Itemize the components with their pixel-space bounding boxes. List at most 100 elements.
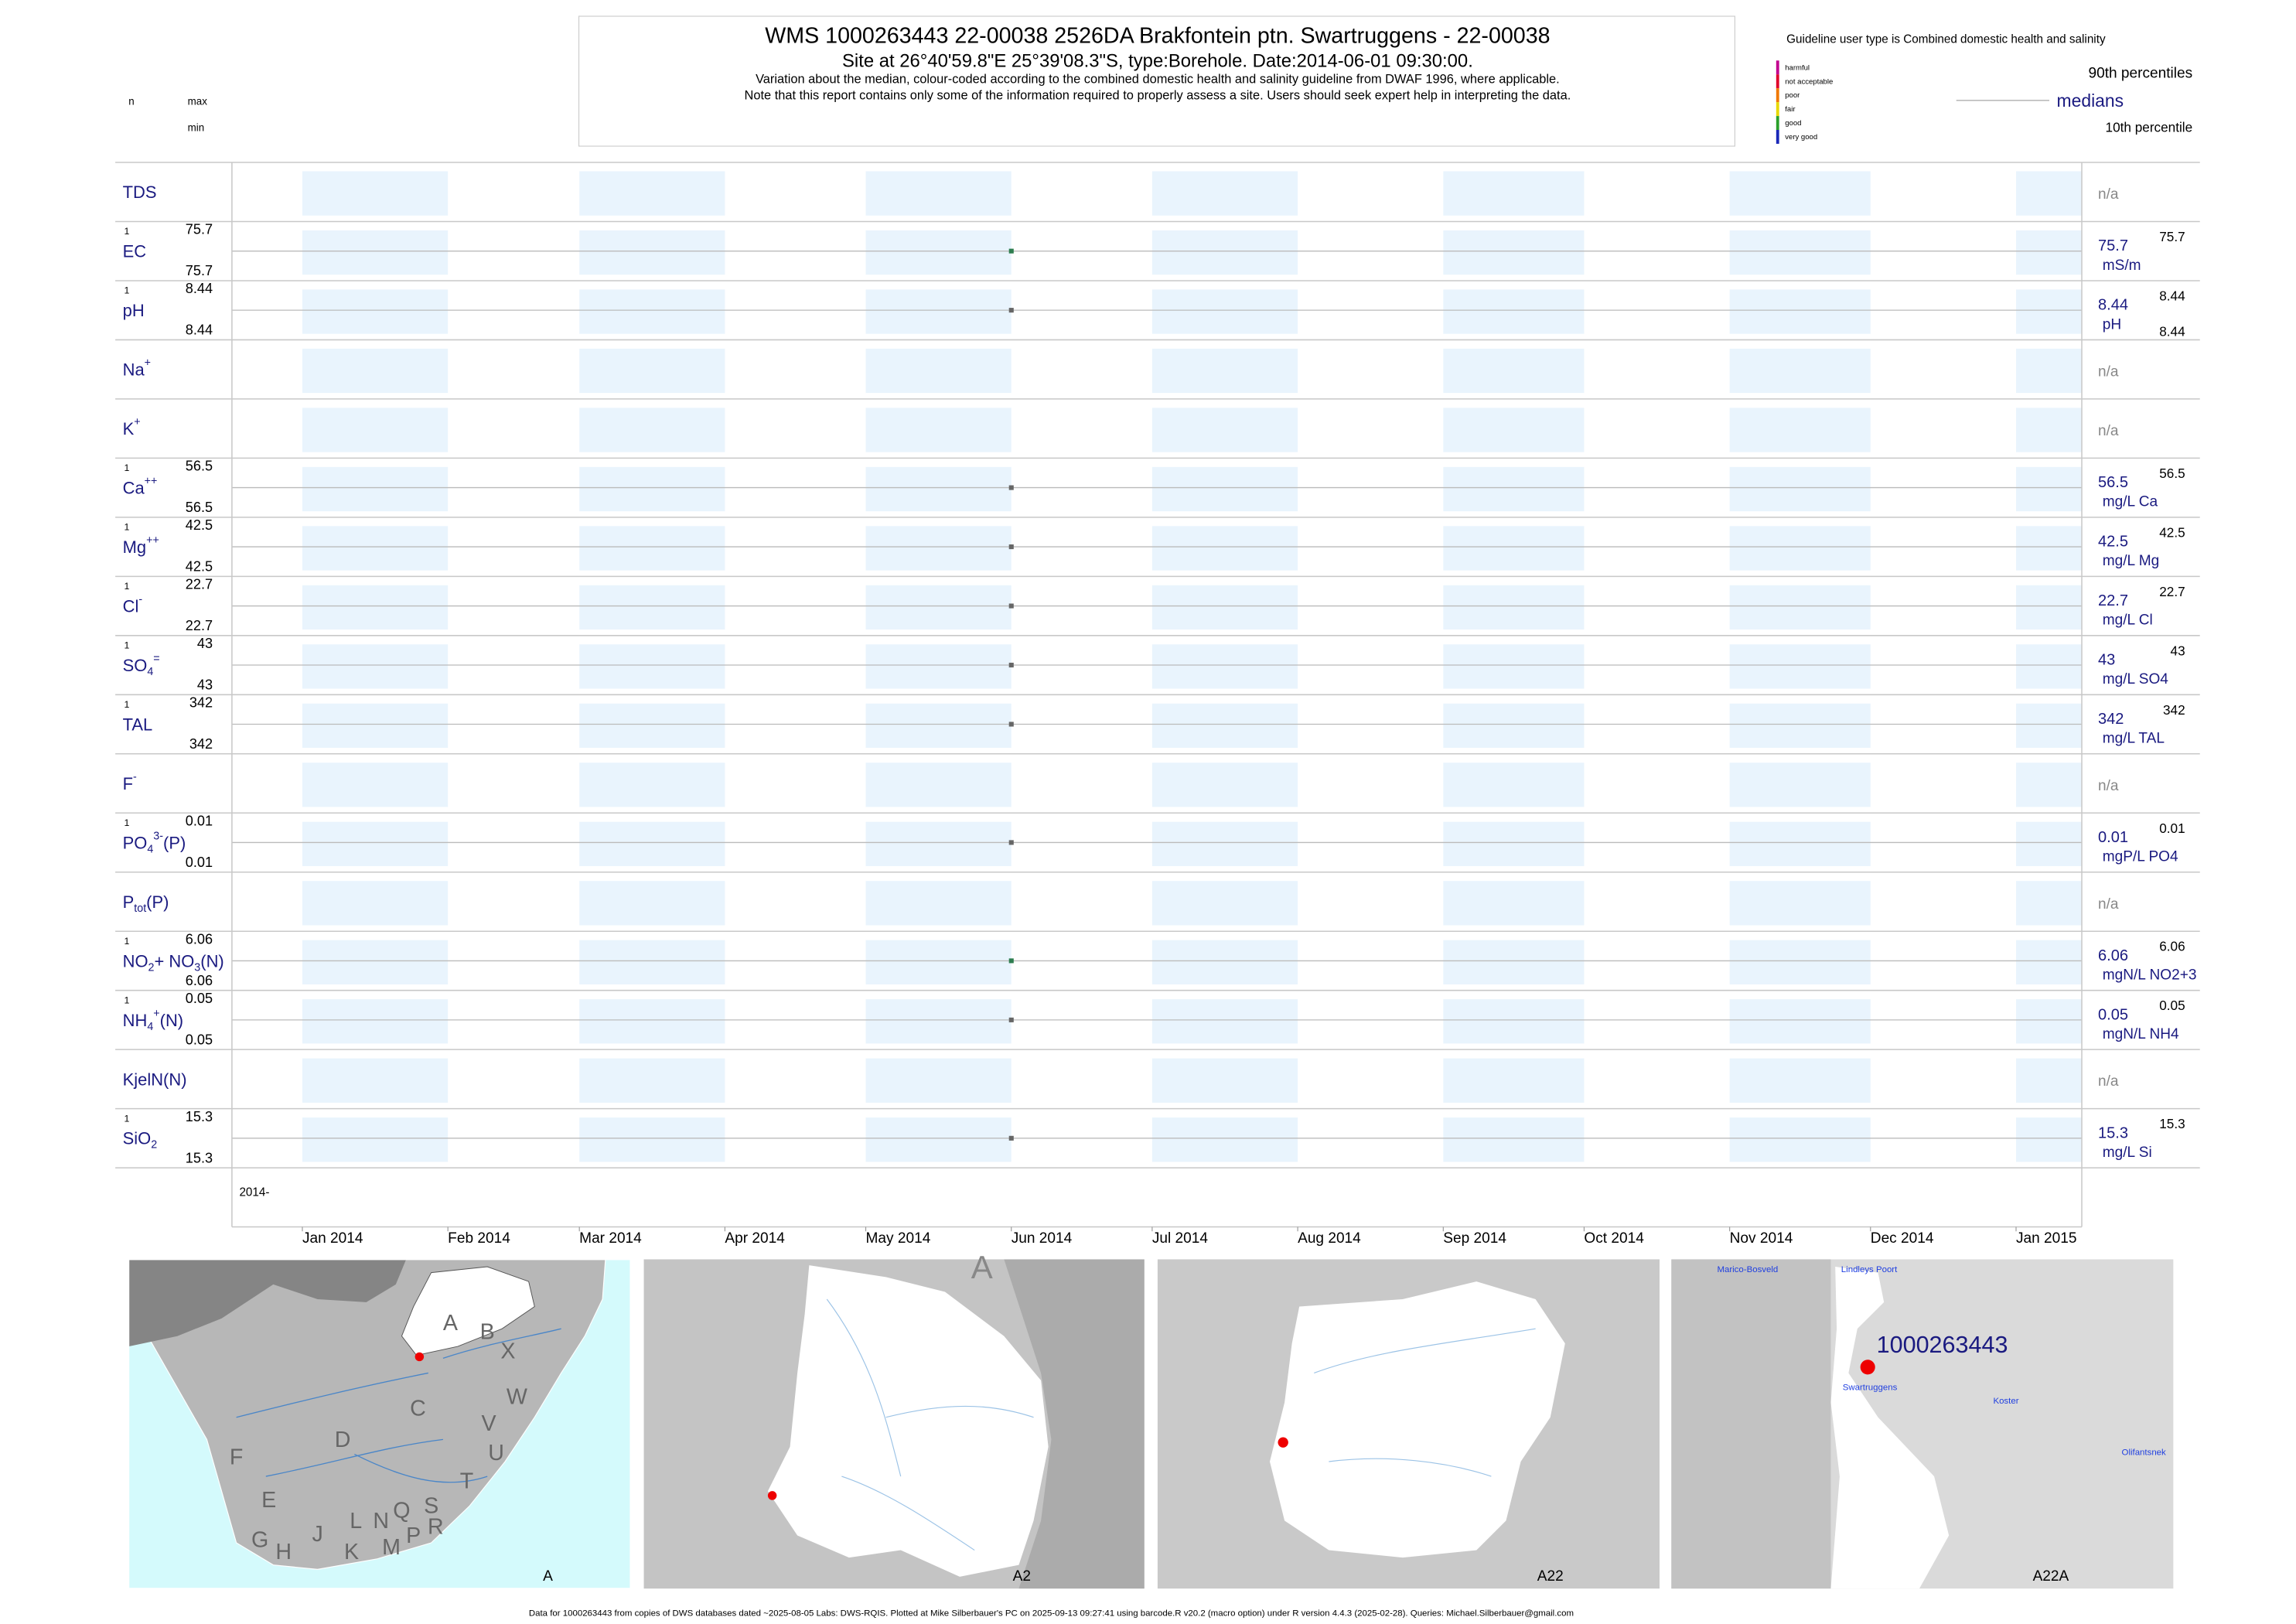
label-part: SiO xyxy=(123,1129,152,1148)
count: 1 xyxy=(125,640,130,650)
row-label: EC xyxy=(123,241,146,261)
sample-point xyxy=(1008,485,1014,490)
count: 1 xyxy=(125,285,130,296)
row-label: PO43-(P) xyxy=(123,831,186,856)
row-label: NO2+ NO3(N) xyxy=(123,951,224,974)
p90-value: 75.7 xyxy=(2159,229,2185,244)
region-letter: R xyxy=(428,1514,444,1539)
site-dot xyxy=(415,1352,425,1362)
count: 1 xyxy=(125,462,130,473)
region-letter: N xyxy=(373,1509,389,1534)
month-band xyxy=(2016,171,2082,216)
median-value: 43 xyxy=(2098,652,2115,669)
label-part: TDS xyxy=(123,183,157,202)
year-prefix: 2014- xyxy=(239,1186,269,1199)
x-tick-label: May 2014 xyxy=(866,1230,931,1247)
label-part: (P) xyxy=(146,892,169,912)
month-band xyxy=(302,1058,449,1103)
sample-point xyxy=(1008,958,1014,964)
month-band xyxy=(1151,466,1298,512)
guideline-class: very good xyxy=(1785,133,1817,142)
median-value: 8.44 xyxy=(2098,297,2128,314)
p90-value: 6.06 xyxy=(2159,939,2185,954)
x-tick-label: Apr 2014 xyxy=(725,1230,785,1247)
region-letter: G xyxy=(251,1528,268,1553)
x-tick-label: Mar 2014 xyxy=(579,1230,642,1247)
month-band xyxy=(865,644,1012,689)
min-value: 342 xyxy=(189,736,213,752)
median-value: 15.3 xyxy=(2098,1124,2128,1141)
median-value: 0.05 xyxy=(2098,1006,2128,1023)
month-band xyxy=(302,171,449,216)
month-band xyxy=(1151,526,1298,571)
month-band xyxy=(579,999,725,1044)
month-band xyxy=(1443,703,1585,749)
guideline-swatch xyxy=(1776,88,1779,103)
median-value: 22.7 xyxy=(2098,592,2128,609)
region-letter: A xyxy=(971,1249,993,1285)
month-band xyxy=(2016,348,2082,394)
label-part: SO xyxy=(123,656,148,675)
region-letter: M xyxy=(382,1535,401,1560)
row-label: pH xyxy=(123,301,145,320)
label-part: + xyxy=(145,357,151,370)
guideline-class: not acceptable xyxy=(1785,77,1833,86)
map-frame xyxy=(128,1258,632,1590)
subtitle: Site at 26°40'59.8"E 25°39'08.3"S, type:… xyxy=(842,50,1473,71)
month-band xyxy=(2016,1117,2082,1162)
month-band xyxy=(579,348,725,394)
month-band xyxy=(1443,1058,1585,1103)
sample-point xyxy=(1008,1135,1014,1141)
month-band xyxy=(1151,881,1298,926)
label-part: 4 xyxy=(147,666,153,678)
map-label: A xyxy=(543,1568,553,1585)
not-available: n/a xyxy=(2098,423,2119,439)
note: Note that this report contains only some… xyxy=(745,88,1571,102)
month-band xyxy=(1729,466,1871,512)
label-part: 2 xyxy=(148,962,155,974)
x-tick-label: Oct 2014 xyxy=(1584,1230,1644,1247)
month-band xyxy=(2016,763,2082,807)
unit: mgP/L PO4 xyxy=(2103,849,2178,865)
month-band xyxy=(865,585,1012,630)
key-n: n xyxy=(128,95,134,107)
min-value: 0.01 xyxy=(186,855,213,870)
row-label: Mg++ xyxy=(123,534,159,557)
p90-key: 90th percentiles xyxy=(2088,66,2192,82)
month-band xyxy=(1443,999,1585,1044)
river xyxy=(1314,1328,1536,1477)
label-part: 3 xyxy=(194,962,200,974)
min-value: 6.06 xyxy=(186,973,213,988)
month-band xyxy=(1151,230,1298,275)
max-value: 0.05 xyxy=(186,991,213,1006)
label-part: + NO xyxy=(154,951,194,971)
label-part: + xyxy=(134,416,140,428)
count: 1 xyxy=(125,936,130,947)
month-band xyxy=(1729,821,1871,866)
month-band xyxy=(2016,408,2082,452)
month-band xyxy=(1151,408,1298,452)
label-part: 4 xyxy=(147,844,153,856)
month-band xyxy=(1729,881,1871,926)
unit: mg/L Ca xyxy=(2103,494,2158,510)
guideline-swatch xyxy=(1776,74,1779,89)
month-band xyxy=(1443,171,1585,216)
month-band xyxy=(865,940,1012,984)
month-band xyxy=(579,881,725,926)
month-band xyxy=(579,821,725,866)
region-letter: K xyxy=(344,1540,359,1564)
max-value: 6.06 xyxy=(186,931,213,947)
region-letter: D xyxy=(335,1428,351,1452)
sample-point xyxy=(1008,544,1014,550)
site-label: 1000263443 xyxy=(1877,1332,2008,1358)
label-part: NH xyxy=(123,1011,148,1030)
month-band xyxy=(865,230,1012,275)
max-value: 8.44 xyxy=(186,281,213,296)
row-label: SO4= xyxy=(123,653,160,678)
region-letter: S xyxy=(424,1494,438,1519)
month-band xyxy=(2016,230,2082,275)
month-band xyxy=(1443,526,1585,571)
unit: mg/L Si xyxy=(2103,1145,2152,1161)
label-part: K xyxy=(123,419,135,438)
